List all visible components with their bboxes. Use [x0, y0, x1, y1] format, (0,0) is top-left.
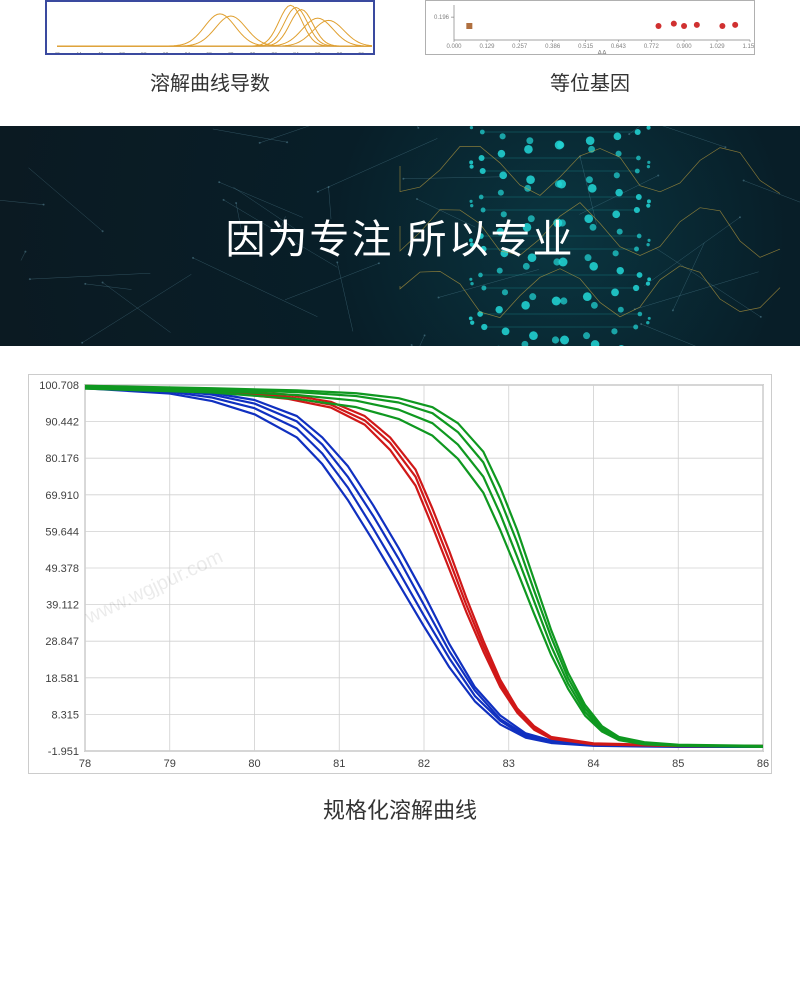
- svg-text:64: 64: [185, 52, 191, 55]
- svg-text:8.315: 8.315: [51, 709, 79, 721]
- allele-chart: 0.196 0.000 0.129 0.257 0.386 0.515 0.643 0.772…: [425, 0, 755, 55]
- svg-text:0.900: 0.900: [677, 44, 693, 50]
- top-chart-row: 40 44 48 52 56 60 64 68 72 76 80 84 88 92 96 溶解曲线导数 0.…: [0, 0, 800, 96]
- svg-text:78: 78: [79, 758, 91, 770]
- svg-text:56: 56: [141, 52, 147, 55]
- mini-chart-right-label: 等位基因: [550, 67, 630, 96]
- svg-text:83: 83: [503, 758, 515, 770]
- svg-text:84: 84: [293, 52, 299, 55]
- svg-text:0.129: 0.129: [479, 44, 495, 50]
- svg-text:1.158: 1.158: [742, 44, 755, 50]
- banner-slogan: 因为专注 所以专业: [225, 207, 574, 265]
- svg-text:0.515: 0.515: [578, 44, 594, 50]
- svg-text:0.000: 0.000: [446, 44, 462, 50]
- svg-text:48: 48: [98, 52, 104, 55]
- svg-text:86: 86: [757, 758, 769, 770]
- svg-text:72: 72: [228, 52, 234, 55]
- main-chart-section: 78 79 80 81 82 83 84 85 86 -1.951 8.315 18.581 28.84…: [0, 346, 800, 835]
- svg-text:AA: AA: [597, 50, 607, 55]
- mini-chart-left-label: 溶解曲线导数: [150, 67, 270, 96]
- svg-text:0.196: 0.196: [434, 15, 450, 21]
- mini-chart-right-container: 0.196 0.000 0.129 0.257 0.386 0.515 0.643 0.772…: [425, 0, 755, 96]
- svg-text:59.644: 59.644: [45, 526, 79, 538]
- svg-text:81: 81: [333, 758, 345, 770]
- svg-text:92: 92: [337, 52, 343, 55]
- mini-chart-left-container: 40 44 48 52 56 60 64 68 72 76 80 84 88 92 96 溶解曲线导数: [45, 0, 375, 96]
- main-chart-label: 规格化溶解曲线: [28, 793, 772, 825]
- hero-banner: 因为专注 所以专业: [0, 126, 800, 346]
- svg-text:39.112: 39.112: [46, 600, 79, 612]
- svg-text:52: 52: [119, 52, 125, 55]
- svg-text:0.257: 0.257: [512, 44, 528, 50]
- svg-text:60: 60: [163, 52, 169, 55]
- svg-text:88: 88: [315, 52, 321, 55]
- svg-text:0.643: 0.643: [611, 44, 627, 50]
- svg-text:49.378: 49.378: [45, 563, 79, 575]
- svg-text:0.386: 0.386: [545, 44, 561, 50]
- svg-text:28.847: 28.847: [45, 636, 79, 648]
- svg-text:69.910: 69.910: [45, 490, 79, 502]
- svg-text:100.708: 100.708: [39, 380, 79, 392]
- svg-text:40: 40: [54, 52, 60, 55]
- normalized-melt-curve-chart: 78 79 80 81 82 83 84 85 86 -1.951 8.315 18.581 28.84…: [28, 374, 772, 774]
- svg-text:-1.951: -1.951: [48, 746, 79, 758]
- svg-text:76: 76: [250, 52, 256, 55]
- svg-text:1.029: 1.029: [710, 44, 726, 50]
- svg-text:80: 80: [271, 52, 277, 55]
- melt-curve-derivative-chart: 40 44 48 52 56 60 64 68 72 76 80 84 88 92 96: [45, 0, 375, 55]
- svg-text:82: 82: [418, 758, 430, 770]
- svg-text:80.176: 80.176: [45, 453, 79, 465]
- svg-text:79: 79: [164, 758, 176, 770]
- svg-text:44: 44: [76, 52, 82, 55]
- svg-text:84: 84: [587, 758, 599, 770]
- svg-text:80: 80: [248, 758, 260, 770]
- svg-text:90.442: 90.442: [45, 417, 79, 429]
- svg-text:0.772: 0.772: [644, 44, 660, 50]
- svg-text:68: 68: [206, 52, 212, 55]
- svg-text:85: 85: [672, 758, 684, 770]
- svg-text:96: 96: [358, 52, 364, 55]
- svg-text:18.581: 18.581: [45, 673, 79, 685]
